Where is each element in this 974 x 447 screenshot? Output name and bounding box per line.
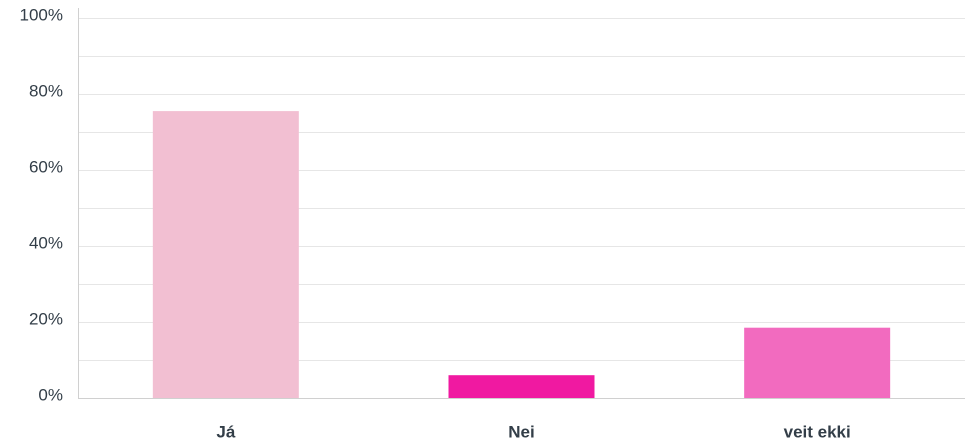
bar-0[interactable]	[152, 111, 299, 398]
bars	[152, 111, 891, 398]
bar-1[interactable]	[448, 375, 595, 398]
category-label: veit ekki	[784, 422, 851, 441]
y-tick-label: 60%	[29, 157, 63, 176]
category-label: Nei	[508, 422, 534, 441]
category-label: Já	[216, 422, 235, 441]
x-category-labels: Já Nei veit ekki	[216, 422, 850, 441]
y-tick-label: 100%	[20, 5, 63, 24]
axes	[78, 8, 965, 399]
y-tick-label: 40%	[29, 233, 63, 252]
y-tick-label: 80%	[29, 81, 63, 100]
y-tick-labels: 0% 20% 40% 60% 80% 100%	[20, 5, 63, 404]
bar-2[interactable]	[744, 327, 891, 398]
y-tick-label: 20%	[29, 309, 63, 328]
y-tick-label: 0%	[38, 385, 63, 404]
